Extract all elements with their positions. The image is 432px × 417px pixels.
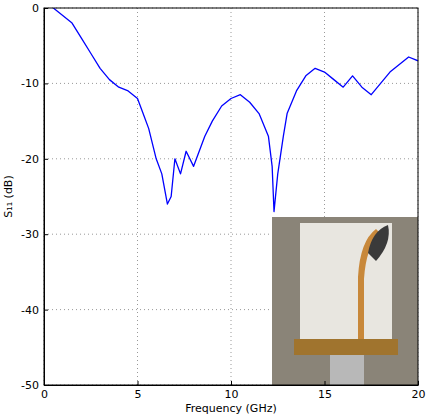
y-tick-mark (44, 234, 48, 235)
y-tick-mark (44, 8, 48, 9)
x-tick: 20 (412, 381, 426, 401)
y-tick-label: -30 (21, 228, 39, 241)
y-tick: -40 (21, 304, 48, 317)
grid-line-x (231, 8, 232, 385)
grid-line-x (137, 8, 138, 385)
y-tick-mark (44, 310, 48, 311)
y-tick: -20 (21, 153, 48, 166)
inset-mount (294, 339, 398, 355)
y-axis-title: S₁₁ (dB) (2, 175, 15, 217)
y-tick-mark (44, 83, 48, 84)
x-axis-line (45, 385, 419, 386)
y-tick-label: 0 (32, 2, 39, 15)
grid (44, 8, 418, 385)
inset-patch (368, 225, 389, 261)
inset-photo (272, 217, 418, 385)
y-tick-label: -50 (21, 379, 39, 392)
y-tick-mark (44, 385, 48, 386)
plot-frame (44, 8, 418, 385)
y-tick: -50 (21, 379, 48, 392)
plot-background (44, 8, 418, 385)
x-tick-mark (138, 381, 139, 385)
y-tick-label: -20 (21, 153, 39, 166)
marks (53, 8, 418, 212)
chart: 0 5 10 15 20 -50 -40 -30 -20 -10 0 Frequency (GHz) S… (0, 0, 432, 417)
y-tick: 0 (32, 2, 48, 15)
x-tick-label: 10 (225, 388, 239, 401)
x-tick-label: 15 (318, 388, 332, 401)
x-tick: 15 (318, 381, 332, 401)
y-tick: -10 (21, 77, 48, 90)
grid-line-y (44, 83, 418, 84)
x-tick-mark (418, 381, 419, 385)
y-tick-label: -10 (21, 77, 39, 90)
inset-board (300, 223, 392, 341)
y-tick-mark (44, 159, 48, 160)
x-axis: 0 5 10 15 20 (41, 381, 426, 401)
x-axis-title: Frequency (GHz) (185, 402, 276, 415)
y-tick-label: -40 (21, 304, 39, 317)
x-tick-mark (231, 381, 232, 385)
x-tick-label: 0 (41, 388, 48, 401)
plot: 0 5 10 15 20 -50 -40 -30 -20 -10 0 (21, 2, 425, 401)
x-tick: 5 (135, 381, 142, 401)
y-axis-line (44, 9, 45, 386)
y-tick: -30 (21, 228, 48, 241)
x-tick-label: 20 (412, 388, 426, 401)
s11-line (53, 8, 418, 212)
inset-connector (330, 355, 364, 385)
y-axis: -50 -40 -30 -20 -10 0 (21, 2, 48, 392)
grid-line-y (44, 158, 418, 159)
x-tick: 10 (225, 381, 239, 401)
x-tick-mark (325, 381, 326, 385)
inset-background (272, 217, 418, 385)
x-tick-label: 5 (135, 388, 142, 401)
